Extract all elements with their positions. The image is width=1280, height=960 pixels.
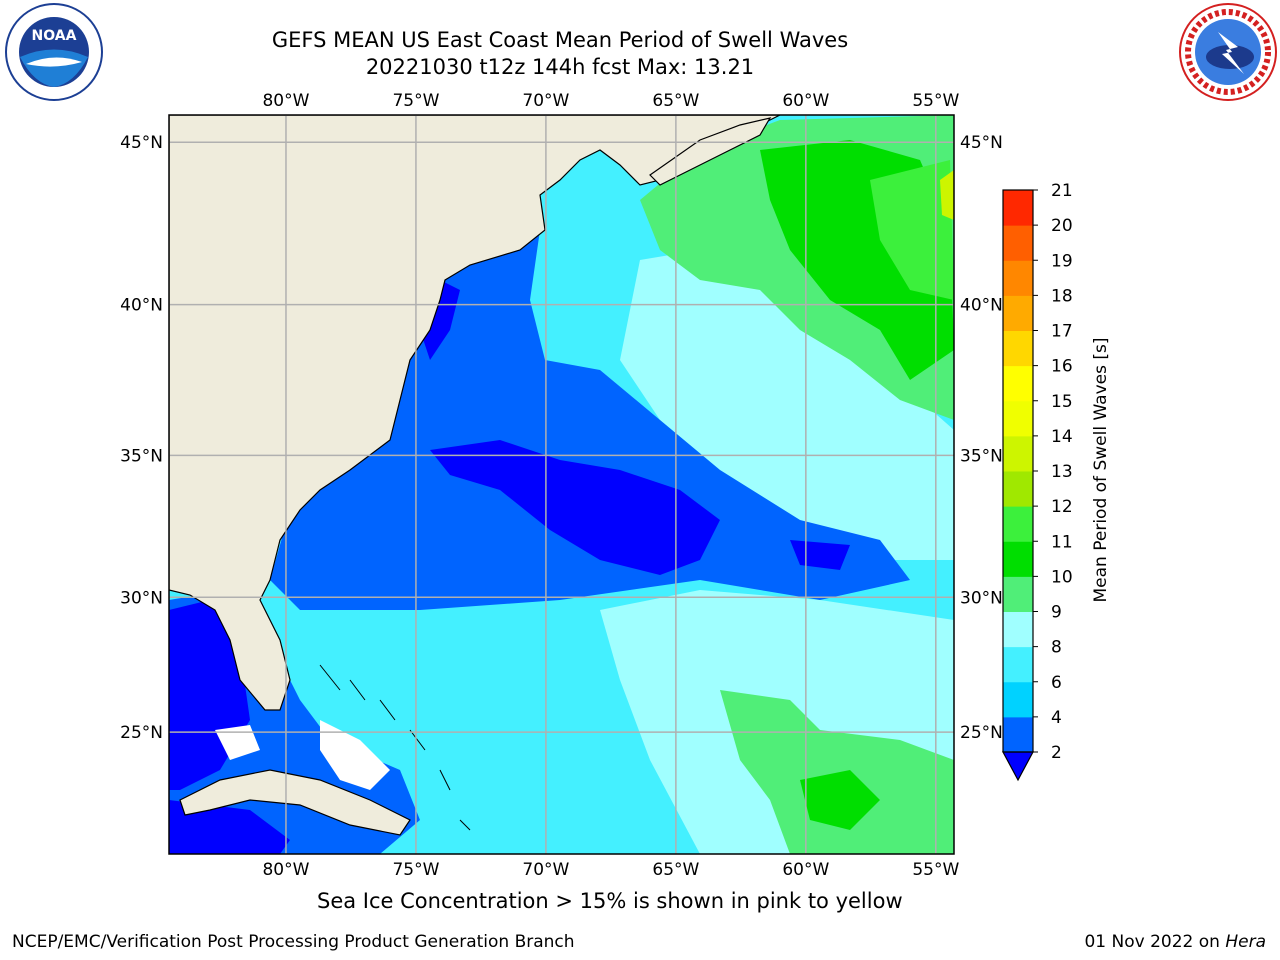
land-cuba (179, 769, 411, 836)
lat-label-left: 40°N (120, 296, 163, 316)
field-12-13s (940, 170, 954, 220)
footer-date: 01 Nov 2022 on Hera (1084, 932, 1266, 952)
colorbar-segment (1003, 576, 1033, 612)
colorbar-segment (1003, 330, 1033, 367)
chart-subtitle: 20221030 t12z 144h fcst Max: 13.21 (365, 55, 755, 79)
footer-host: Hera (1225, 932, 1266, 952)
lat-label-left: 45°N (120, 133, 163, 153)
field-caribbean-deep (169, 800, 290, 854)
colorbar-segment (1003, 471, 1033, 507)
lon-label-top: 70°W (522, 91, 569, 111)
lon-label-bottom: 55°W (912, 860, 959, 880)
colorbar-tick-label: 2 (1051, 743, 1062, 763)
land-nova-scotia (649, 117, 772, 186)
lat-label-left: 30°N (120, 588, 163, 608)
map-frame (168, 114, 955, 855)
nws-logo-icon (1179, 3, 1277, 101)
caption: Sea Ice Concentration > 15% is shown in … (317, 889, 903, 913)
colorbar: 2 4 6 8 9 10 11 12 13 14 15 16 17 18 19 20 21 (1001, 181, 1073, 782)
lon-label-top: 75°W (392, 91, 439, 111)
lat-label-left: 25°N (120, 723, 163, 743)
colorbar-tick-label: 4 (1051, 708, 1062, 728)
colorbar-segment (1003, 260, 1033, 296)
mask-bahamas (320, 720, 390, 790)
colorbar-tick-label: 17 (1051, 322, 1073, 342)
lon-label-bottom: 60°W (782, 860, 829, 880)
footer-date-text: 01 Nov 2022 on (1084, 932, 1226, 952)
lat-label-right: 40°N (960, 296, 1003, 316)
field-9-10s-se (720, 690, 954, 854)
colorbar-tick-label: 12 (1051, 497, 1073, 517)
lat-label-right: 30°N (960, 588, 1003, 608)
land-bahamas (319, 664, 471, 831)
field-lt2s-coast (420, 280, 460, 360)
colorbar-tick-label: 10 (1051, 567, 1073, 587)
lon-label-bottom: 75°W (392, 860, 439, 880)
lon-labels-top: 80°W 75°W 70°W 65°W 60°W 55°W (262, 91, 959, 111)
colorbar-segment (1003, 400, 1033, 437)
colorbar-tick-label: 18 (1051, 286, 1073, 306)
colorbar-tick-label: 20 (1051, 216, 1073, 236)
colorbar-segment (1003, 681, 1033, 718)
colorbar-segment (1003, 716, 1033, 753)
lat-label-right: 25°N (960, 723, 1003, 743)
colorbar-tick-label: 21 (1051, 181, 1073, 201)
lat-label-left: 35°N (120, 446, 163, 466)
colorbar-segment (1003, 365, 1033, 402)
lon-label-bottom: 65°W (652, 860, 699, 880)
land-north-america (169, 115, 781, 711)
colorbar-segment (1003, 225, 1033, 261)
field-11-12s (870, 160, 954, 300)
lon-label-top: 65°W (652, 91, 699, 111)
colorbar-tick-label: 9 (1051, 603, 1062, 623)
colorbar-tick-label: 6 (1051, 673, 1062, 693)
field-10-11s-se (800, 770, 880, 830)
mask-florida-bay (215, 725, 260, 760)
colorbar-tick-label: 16 (1051, 357, 1073, 377)
colorbar-tick-label: 13 (1051, 462, 1073, 482)
chart-title: GEFS MEAN US East Coast Mean Period of S… (271, 28, 849, 52)
colorbar-under-arrow (1001, 751, 1035, 782)
noaa-logo-icon: NOAA (5, 3, 103, 101)
lat-labels-left: 45°N 40°N 35°N 30°N 25°N (120, 133, 163, 743)
svg-text:NOAA: NOAA (32, 28, 77, 44)
colorbar-segment (1003, 611, 1033, 648)
lat-label-right: 45°N (960, 133, 1003, 153)
colorbar-segment (1003, 646, 1033, 683)
colorbar-tick-label: 19 (1051, 251, 1073, 271)
field-lt2s (430, 440, 720, 575)
colorbar-segment (1003, 435, 1033, 472)
colorbar-tick-label: 11 (1051, 532, 1073, 552)
lon-label-bottom: 80°W (262, 860, 309, 880)
lat-labels-right: 45°N 40°N 35°N 30°N 25°N (960, 133, 1003, 743)
colorbar-tick-label: 8 (1051, 638, 1062, 658)
lon-label-top: 60°W (782, 91, 829, 111)
colorbar-segment (1003, 190, 1033, 226)
footer-credit: NCEP/EMC/Verification Post Processing Pr… (12, 932, 575, 952)
map-gridlines (169, 115, 954, 854)
colorbar-label: Mean Period of Swell Waves [s] (1091, 338, 1111, 603)
lon-label-bottom: 70°W (522, 860, 569, 880)
colorbar-tick-label: 14 (1051, 427, 1073, 447)
lat-label-right: 35°N (960, 446, 1003, 466)
field-lt2s-se (790, 540, 850, 570)
colorbar-segment (1003, 506, 1033, 542)
lon-labels-bottom: 80°W 75°W 70°W 65°W 60°W 55°W (262, 860, 959, 880)
lon-label-top: 55°W (912, 91, 959, 111)
colorbar-segment (1003, 295, 1033, 331)
colorbar-tick-label: 15 (1051, 392, 1073, 412)
colorbar-segment (1003, 541, 1033, 577)
lon-label-top: 80°W (262, 91, 309, 111)
